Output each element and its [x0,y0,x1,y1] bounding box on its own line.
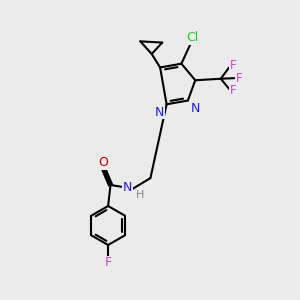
Text: F: F [230,84,236,97]
Text: F: F [236,72,242,85]
Text: Cl: Cl [186,31,199,44]
Text: O: O [98,156,108,169]
Text: N: N [190,102,200,115]
Text: H: H [135,190,144,200]
Text: F: F [230,59,236,72]
Text: F: F [104,256,112,269]
Text: N: N [155,106,164,119]
Text: N: N [123,182,132,194]
